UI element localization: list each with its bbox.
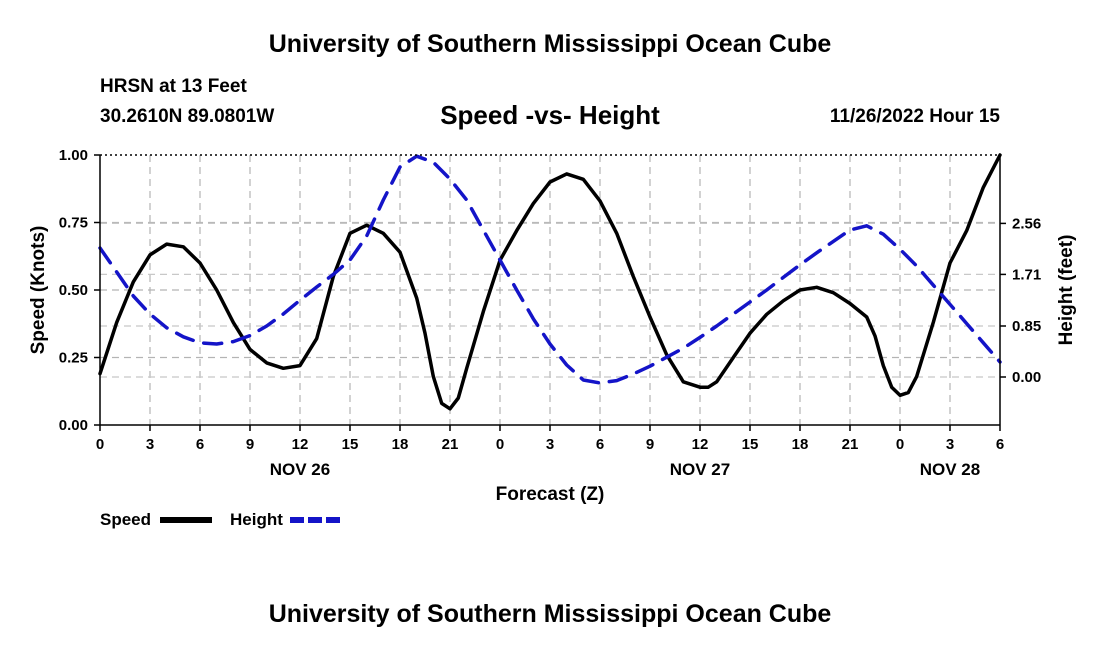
legend: Speed Height (100, 510, 342, 529)
station-coordinates: 30.2610N 89.0801W (100, 106, 275, 127)
y-left-tick-label: 0.00 (59, 417, 88, 434)
x-tick-label: 0 (96, 436, 104, 453)
x-tick-label: 3 (146, 436, 154, 453)
y-left-tick-label: 0.50 (59, 282, 88, 299)
x-tick-label: 0 (496, 436, 504, 453)
y-right-tick-label: 0.85 (1012, 318, 1041, 335)
x-tick-label: 3 (946, 436, 954, 453)
x-tick-label: 12 (692, 436, 709, 453)
x-tick-label: 3 (546, 436, 554, 453)
plot-frame (94, 154, 1006, 431)
x-tick-label: 21 (442, 436, 459, 453)
series-layer (98, 153, 1002, 411)
x-axis-title: Forecast (Z) (496, 484, 605, 505)
legend-label-height: Height (230, 510, 283, 529)
day-label: NOV 26 (270, 460, 330, 479)
x-tick-label: 15 (742, 436, 759, 453)
grid-lines (100, 155, 1000, 425)
y-right-tick-label: 2.56 (1012, 215, 1041, 232)
x-tick-label: 9 (646, 436, 654, 453)
y-right-axis-title: Height (feet) (1056, 235, 1077, 346)
series-line-speed (98, 153, 1002, 411)
chart-subtitle: Speed -vs- Height (440, 100, 660, 130)
series-line-height (98, 154, 1002, 385)
y-right-tick-label: 0.00 (1012, 369, 1041, 386)
forecast-timestamp: 11/26/2022 Hour 15 (829, 106, 1000, 127)
x-tick-label: 9 (246, 436, 254, 453)
axis-labels: 0 3 6 9 12 15 18 21 0 3 6 9 12 15 18 21 0 3 6 0.00 0.25 0.50 0… (28, 147, 1077, 505)
y-left-tick-label: 0.25 (59, 350, 88, 367)
x-tick-label: 6 (996, 436, 1004, 453)
y-left-tick-label: 0.75 (59, 215, 88, 232)
x-tick-label: 6 (196, 436, 204, 453)
x-tick-label: 15 (342, 436, 359, 453)
station-label: HRSN at 13 Feet (100, 76, 247, 97)
y-left-axis-title: Speed (Knots) (28, 226, 49, 355)
x-tick-label: 12 (292, 436, 309, 453)
x-tick-label: 21 (842, 436, 859, 453)
footer-title: University of Southern Mississippi Ocean… (268, 600, 832, 628)
legend-label-speed: Speed (100, 510, 151, 529)
y-left-tick-label: 1.00 (59, 147, 88, 164)
x-tick-label: 6 (596, 436, 604, 453)
x-tick-label: 0 (896, 436, 904, 453)
y-right-tick-label: 1.71 (1012, 266, 1041, 283)
x-tick-label: 18 (392, 436, 409, 453)
chart-title: University of Southern Mississippi Ocean… (268, 30, 832, 58)
day-label: NOV 27 (670, 460, 730, 479)
x-tick-label: 18 (792, 436, 809, 453)
day-label: NOV 28 (920, 460, 980, 479)
